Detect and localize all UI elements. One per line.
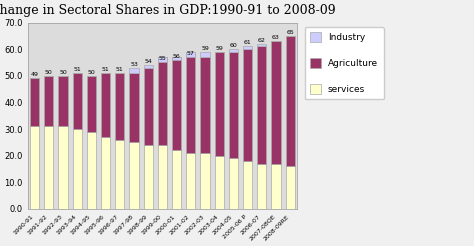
Bar [215, 52, 224, 156]
Bar [257, 164, 266, 209]
Text: 51: 51 [73, 67, 81, 72]
Text: 54: 54 [144, 59, 152, 64]
Bar [229, 158, 238, 209]
Text: 53: 53 [130, 62, 138, 67]
Text: 50: 50 [45, 70, 53, 75]
Text: 59: 59 [201, 46, 209, 51]
Text: 65: 65 [286, 30, 294, 35]
Bar [87, 76, 96, 132]
Bar [272, 164, 281, 209]
Text: 55: 55 [158, 56, 166, 62]
Bar [101, 137, 110, 209]
Bar [58, 126, 68, 209]
Bar [272, 41, 281, 164]
Bar [30, 126, 39, 209]
Bar [129, 73, 138, 142]
Bar [144, 65, 153, 68]
Bar [172, 57, 181, 60]
Title: Change in Sectoral Shares in GDP:1990-91 to 2008-09: Change in Sectoral Shares in GDP:1990-91… [0, 4, 335, 17]
Bar [186, 153, 195, 209]
Bar [144, 68, 153, 145]
Bar [229, 52, 238, 158]
Bar [115, 73, 125, 140]
Bar [172, 57, 181, 150]
Bar [257, 44, 266, 46]
Bar [201, 57, 210, 153]
Bar [73, 129, 82, 209]
Bar [201, 52, 210, 57]
Bar [44, 126, 54, 209]
Text: 50: 50 [59, 70, 67, 75]
Text: 51: 51 [116, 67, 124, 72]
Bar [243, 49, 252, 161]
Text: 62: 62 [258, 38, 266, 43]
Bar [101, 73, 110, 137]
Bar [73, 73, 82, 129]
Text: 50: 50 [88, 70, 95, 75]
Text: 63: 63 [272, 35, 280, 40]
Bar [144, 145, 153, 209]
Bar [243, 46, 252, 49]
Bar [158, 57, 167, 145]
Bar [229, 49, 238, 52]
Text: 49: 49 [31, 72, 38, 77]
Bar [129, 142, 138, 209]
Text: 56: 56 [173, 54, 181, 59]
Bar [129, 68, 138, 73]
Bar [286, 166, 295, 209]
Bar [158, 145, 167, 209]
Text: 61: 61 [244, 40, 252, 46]
Legend: Industry, Agriculture, services: Industry, Agriculture, services [304, 27, 383, 99]
Bar [87, 132, 96, 209]
Text: 51: 51 [102, 67, 109, 72]
Bar [201, 153, 210, 209]
Bar [30, 78, 39, 126]
Text: 59: 59 [215, 46, 223, 51]
Bar [286, 36, 295, 166]
Bar [58, 76, 68, 126]
Text: 60: 60 [229, 43, 237, 48]
Bar [186, 52, 195, 153]
Bar [158, 57, 167, 62]
Bar [115, 140, 125, 209]
Text: 57: 57 [187, 51, 195, 56]
Bar [186, 52, 195, 57]
Bar [172, 150, 181, 209]
Bar [257, 46, 266, 164]
Bar [215, 156, 224, 209]
Bar [243, 161, 252, 209]
Bar [44, 76, 54, 126]
